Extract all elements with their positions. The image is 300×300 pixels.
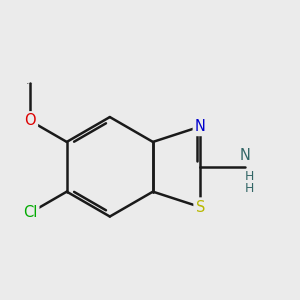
Text: H: H: [245, 182, 254, 195]
Text: methoxy: methoxy: [27, 83, 33, 84]
Text: N: N: [195, 119, 206, 134]
Text: Cl: Cl: [23, 205, 37, 220]
Text: S: S: [196, 200, 205, 214]
Text: N: N: [240, 148, 250, 163]
Text: H: H: [245, 170, 254, 183]
Text: O: O: [24, 113, 36, 128]
